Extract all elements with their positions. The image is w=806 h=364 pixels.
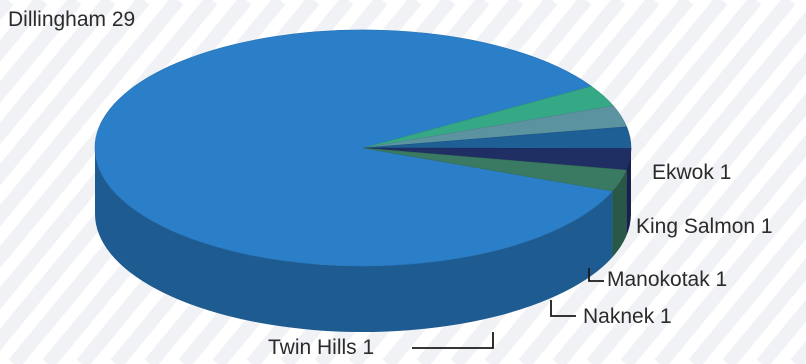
leader-lines	[412, 268, 604, 349]
bg-stripe	[484, 0, 796, 364]
pie-sides	[95, 148, 631, 332]
leader-line-naknek	[550, 300, 576, 317]
bg-stripe	[518, 10, 806, 364]
pie-slice-twin-hills	[362, 147, 627, 192]
slice-label-dillingham: Dillingham 29	[8, 8, 136, 31]
leader-line-twin-hills	[412, 332, 494, 349]
bg-stripe	[0, 0, 150, 186]
bg-stripe	[722, 258, 806, 364]
slice-label-ekwok: Ekwok 1	[652, 161, 732, 184]
bg-stripe	[586, 93, 806, 364]
pie-slice-dillingham	[94, 29, 614, 267]
bg-stripe	[0, 0, 218, 269]
bg-stripe	[0, 0, 82, 104]
leader-line-manokotak	[588, 268, 604, 282]
slice-label-king-salmon: King Salmon 1	[636, 215, 773, 238]
bg-stripe	[552, 52, 806, 364]
pie-top	[94, 29, 632, 267]
slice-label-naknek: Naknek 1	[583, 305, 672, 328]
slice-label-twin-hills: Twin Hills 1	[268, 336, 375, 359]
bg-stripe	[620, 134, 806, 364]
pie-side-twin-hills	[612, 170, 627, 258]
bg-stripe	[688, 217, 806, 364]
bg-stripe	[654, 175, 806, 364]
pie-side-dillingham	[95, 148, 613, 332]
slice-label-manokotak: Manokotak 1	[607, 268, 728, 291]
bg-stripe	[0, 0, 116, 145]
pie-side-naknek	[626, 148, 631, 237]
bg-stripe	[0, 0, 184, 227]
